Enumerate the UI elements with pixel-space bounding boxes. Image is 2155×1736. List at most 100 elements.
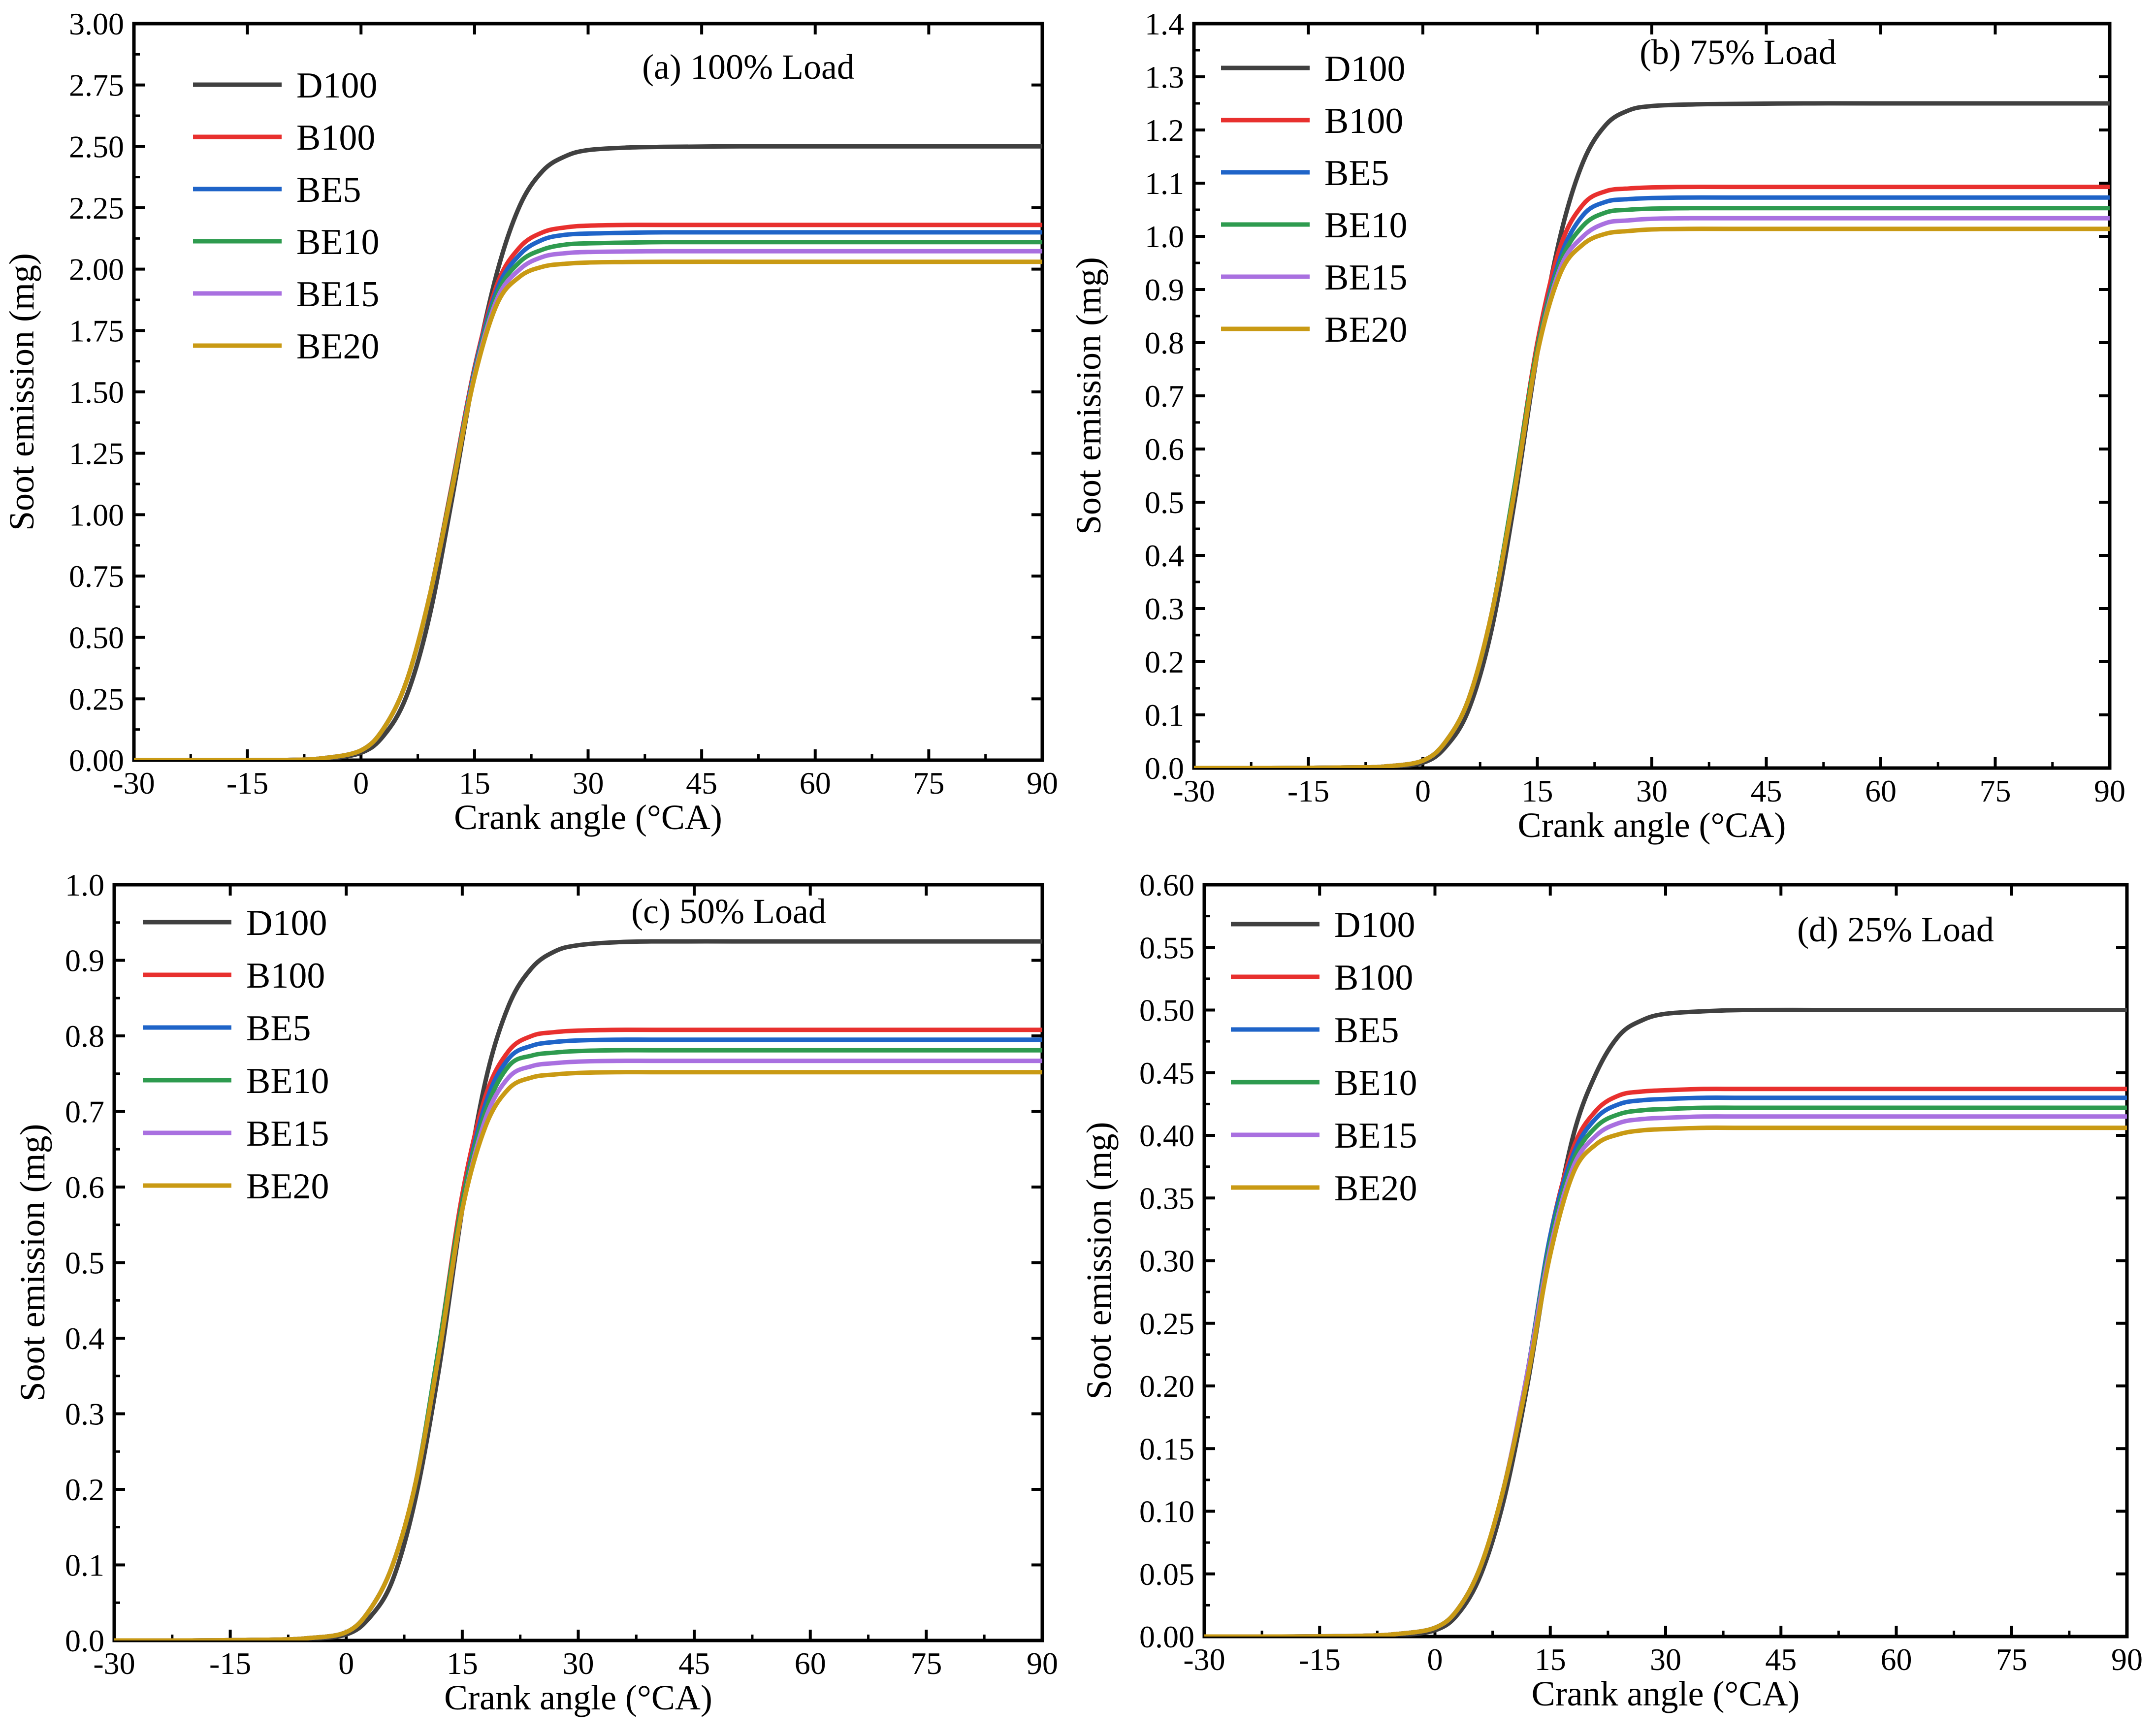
y-tick-label: 0.3 <box>1145 591 1184 626</box>
x-tick-label: -15 <box>1287 773 1329 808</box>
x-tick-label: 30 <box>573 766 604 801</box>
y-tick-label: 1.3 <box>1145 60 1184 95</box>
y-tick-label: 2.00 <box>69 252 124 287</box>
x-tick-label: 0 <box>338 1646 354 1681</box>
x-tick-label: 30 <box>1650 1642 1681 1677</box>
y-tick-label: 0.20 <box>1139 1369 1194 1404</box>
x-tick-label: -15 <box>209 1646 251 1681</box>
panel-d: -30 -15 0 15 30 45 60 75 90 0.00 0.05 0.10 0.15 0.20 0… <box>1079 868 2143 1713</box>
legend-label: BE15 <box>296 274 380 315</box>
legend-label: D100 <box>1334 905 1415 945</box>
x-tick-label: 15 <box>447 1646 478 1681</box>
x-tick-label: 30 <box>1636 773 1668 808</box>
series-line-d100 <box>1204 1007 2127 1637</box>
y-tick-label: 1.4 <box>1145 6 1184 41</box>
x-tick-label: 0 <box>1427 1642 1443 1677</box>
x-tick-label: -30 <box>93 1646 135 1681</box>
series-line-d100 <box>134 144 1042 760</box>
y-tick-label: 0.4 <box>65 1321 104 1356</box>
y-tick-label: 0.45 <box>1139 1056 1194 1091</box>
x-tick-label: 45 <box>1765 1642 1797 1677</box>
y-tick-label: 0.7 <box>1145 379 1184 414</box>
y-tick-label: 0.6 <box>1145 432 1184 467</box>
y-tick-label: 0.9 <box>1145 272 1184 307</box>
y-axis-title: Soot emission (mg) <box>1069 257 1108 535</box>
series-line-be15 <box>134 249 1042 760</box>
legend-label: BE5 <box>246 1008 311 1049</box>
x-tick-label: 45 <box>678 1646 710 1681</box>
series-line-be5 <box>134 230 1042 760</box>
plot-frame <box>112 883 1044 1642</box>
x-tick-label: 90 <box>2094 773 2125 808</box>
x-tick-label: 0 <box>353 766 369 801</box>
y-tick-label: 0.00 <box>69 743 124 778</box>
legend-label: B100 <box>1324 101 1403 141</box>
series-line-d100 <box>1194 101 2110 768</box>
y-tick-label: 0.8 <box>1145 325 1184 360</box>
y-tick-label: 0.40 <box>1139 1118 1194 1153</box>
panel-title: (a) 100% Load <box>642 47 855 87</box>
x-tick-label: 45 <box>686 766 717 801</box>
y-tick-label: 1.1 <box>1145 166 1184 201</box>
x-tick-label: 90 <box>2111 1642 2143 1677</box>
y-tick-label: 0.75 <box>69 559 124 594</box>
x-axis-title: Crank angle (°CA) <box>444 1678 712 1717</box>
x-tick-label: 15 <box>1522 773 1553 808</box>
y-tick-label: 1.0 <box>1145 219 1184 254</box>
series-line-be10 <box>134 240 1042 760</box>
legend-label: BE10 <box>1334 1063 1417 1103</box>
legend-label: BE20 <box>246 1166 329 1207</box>
panel-title: (b) 75% Load <box>1640 32 1836 72</box>
x-tick-label: 45 <box>1751 773 1782 808</box>
x-tick-label: 60 <box>800 766 831 801</box>
legend-label: BE20 <box>296 326 380 367</box>
legend: D100 B100 BE5 BE10 BE15 BE20 <box>143 903 329 1207</box>
y-tick-label: 0.8 <box>65 1019 104 1054</box>
y-tick-label: 0.7 <box>65 1094 104 1129</box>
x-axis-title: Crank angle (°CA) <box>1532 1674 1800 1713</box>
y-tick-label: 0.25 <box>69 681 124 716</box>
legend-label: D100 <box>246 903 327 943</box>
y-tick-label: 0.10 <box>1139 1494 1194 1529</box>
x-tick-label: 90 <box>1027 766 1058 801</box>
legend: D100 B100 BE5 BE10 BE15 BE20 <box>1231 905 1417 1209</box>
x-tick-label: -15 <box>1299 1642 1341 1677</box>
y-tick-label: 0.05 <box>1139 1557 1194 1592</box>
y-tick-label: 0.0 <box>65 1623 104 1658</box>
x-tick-label: 60 <box>795 1646 826 1681</box>
y-tick-label: 0.60 <box>1139 868 1194 902</box>
series-line-b100 <box>134 223 1042 760</box>
y-tick-label: 0.1 <box>65 1548 104 1583</box>
y-tick-label: 0.5 <box>65 1246 104 1281</box>
panel-b: -30 -15 0 15 30 45 60 75 90 0.0 0.1 0.2 0.3 0.4 0.5 0.6… <box>1069 6 2125 845</box>
legend-label: BE15 <box>1334 1116 1417 1156</box>
x-tick-label: 15 <box>459 766 490 801</box>
x-tick-label: 0 <box>1415 773 1431 808</box>
y-tick-label: 0.2 <box>65 1472 104 1507</box>
y-tick-label: 0.00 <box>1139 1619 1194 1654</box>
y-tick-label: 0.5 <box>1145 485 1184 520</box>
series-line-be15 <box>1194 216 2110 768</box>
y-tick-label: 2.50 <box>69 129 124 164</box>
x-tick-label: -15 <box>226 766 268 801</box>
legend-label: BE10 <box>1324 205 1408 246</box>
y-tick-label: 0.2 <box>1145 644 1184 679</box>
y-tick-label: 3.00 <box>69 6 124 41</box>
legend-label: BE20 <box>1324 310 1408 350</box>
legend-label: B100 <box>1334 958 1413 998</box>
y-tick-label: 0.4 <box>1145 538 1184 573</box>
x-tick-label: 60 <box>1881 1642 1912 1677</box>
y-axis-title: Soot emission (mg) <box>2 253 41 531</box>
legend: D100 B100 BE5 BE10 BE15 BE20 <box>1221 49 1408 350</box>
legend-label: BE5 <box>1334 1010 1399 1051</box>
y-tick-label: 0.3 <box>65 1397 104 1432</box>
series-line-be20 <box>134 259 1042 760</box>
legend-label: BE10 <box>246 1061 329 1101</box>
legend-label: BE15 <box>1324 257 1408 298</box>
legend-label: BE5 <box>296 170 361 210</box>
y-tick-label: 0.55 <box>1139 930 1194 965</box>
x-tick-label: 75 <box>910 1646 942 1681</box>
legend: D100 B100 BE5 BE10 BE15 BE20 <box>193 65 380 367</box>
y-tick-label: 0.25 <box>1139 1306 1194 1341</box>
y-tick-label: 2.25 <box>69 191 124 225</box>
